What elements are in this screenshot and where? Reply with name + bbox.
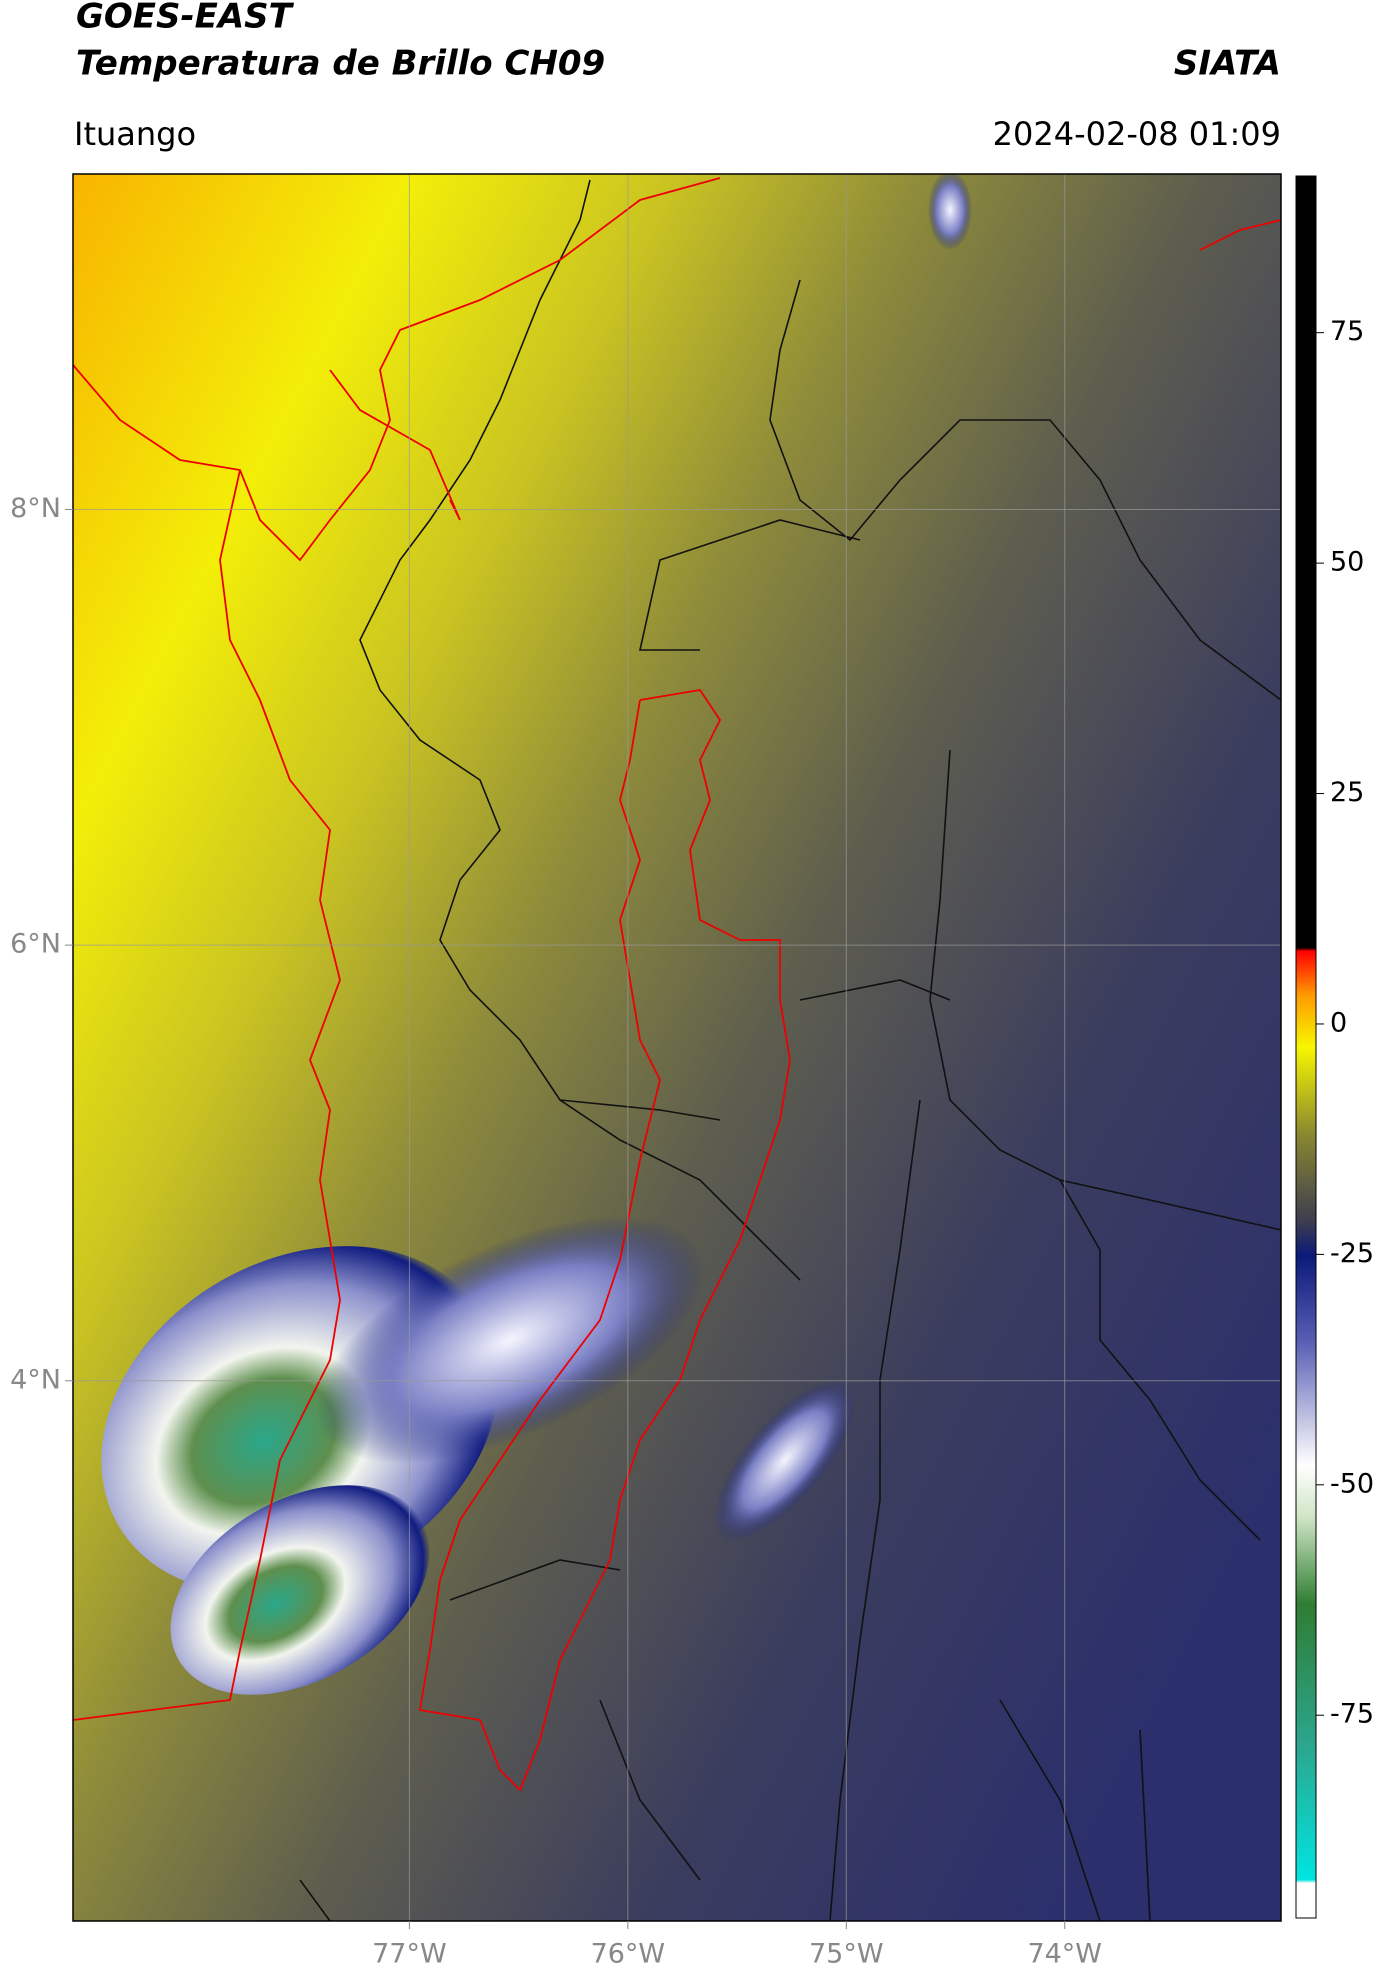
colorbar-tick-label: -75 [1330,1699,1374,1730]
location: Ituango [74,115,196,153]
colorbar-tick-label: 0 [1330,1007,1347,1038]
x-tick-label: 76°W [591,1939,666,1970]
title: GOES-EAST [76,0,295,37]
colorbar-tick-label: 50 [1330,547,1364,578]
x-tick-label: 74°W [1027,1939,1102,1970]
y-tick-label: 6°N [10,929,61,960]
colorbar [1295,175,1317,1919]
org: SIATA [1174,44,1281,84]
x-tick-label: 77°W [372,1939,447,1970]
datetime: 2024-02-08 01:09 [993,115,1281,153]
x-tick-label: 75°W [809,1939,884,1970]
map-frame [72,173,1282,1922]
colorbar-tick-label: -50 [1330,1468,1374,1499]
satellite-image [73,174,1281,1921]
colorbar-tick-label: 25 [1330,777,1364,808]
colorbar-tick-label: 75 [1330,316,1364,347]
subtitle: Temperatura de Brillo CH09 [76,44,605,84]
y-tick-label: 4°N [10,1364,61,1395]
y-tick-label: 8°N [10,493,61,524]
colorbar-tick-label: -25 [1330,1238,1374,1269]
